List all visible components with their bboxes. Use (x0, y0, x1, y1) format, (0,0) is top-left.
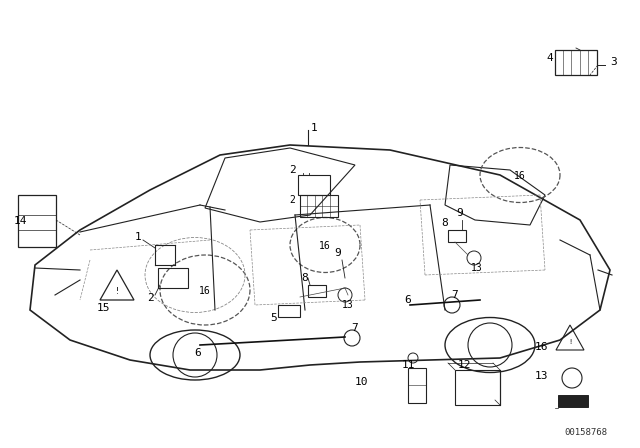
Text: 6: 6 (195, 348, 202, 358)
Text: 4: 4 (547, 53, 553, 63)
Text: 1: 1 (311, 123, 317, 133)
Text: 9: 9 (456, 208, 463, 218)
Text: 16: 16 (319, 241, 331, 251)
Text: 00158768: 00158768 (564, 427, 607, 436)
Text: 16: 16 (534, 342, 548, 352)
Text: 13: 13 (471, 263, 483, 273)
Text: 13: 13 (342, 300, 354, 310)
Text: 2: 2 (289, 165, 296, 175)
Text: 7: 7 (452, 290, 458, 300)
Text: 8: 8 (301, 273, 308, 283)
Text: 10: 10 (355, 377, 369, 387)
Text: 7: 7 (351, 323, 358, 333)
Text: 5: 5 (271, 313, 277, 323)
Text: 12: 12 (458, 360, 472, 370)
Text: 6: 6 (404, 295, 412, 305)
Text: 2: 2 (147, 293, 154, 303)
Text: 9: 9 (335, 248, 341, 258)
Text: 16: 16 (199, 286, 211, 296)
Text: 15: 15 (97, 303, 111, 313)
Text: 2: 2 (289, 195, 295, 205)
Text: !: ! (568, 339, 572, 345)
Text: 13: 13 (534, 371, 548, 381)
Text: 1: 1 (134, 232, 141, 242)
Text: 8: 8 (442, 218, 449, 228)
FancyBboxPatch shape (558, 395, 588, 407)
Text: 3: 3 (610, 57, 617, 67)
Text: 16: 16 (514, 171, 526, 181)
Text: 14: 14 (14, 216, 28, 226)
Text: !: ! (115, 287, 120, 296)
Text: 11: 11 (402, 360, 415, 370)
